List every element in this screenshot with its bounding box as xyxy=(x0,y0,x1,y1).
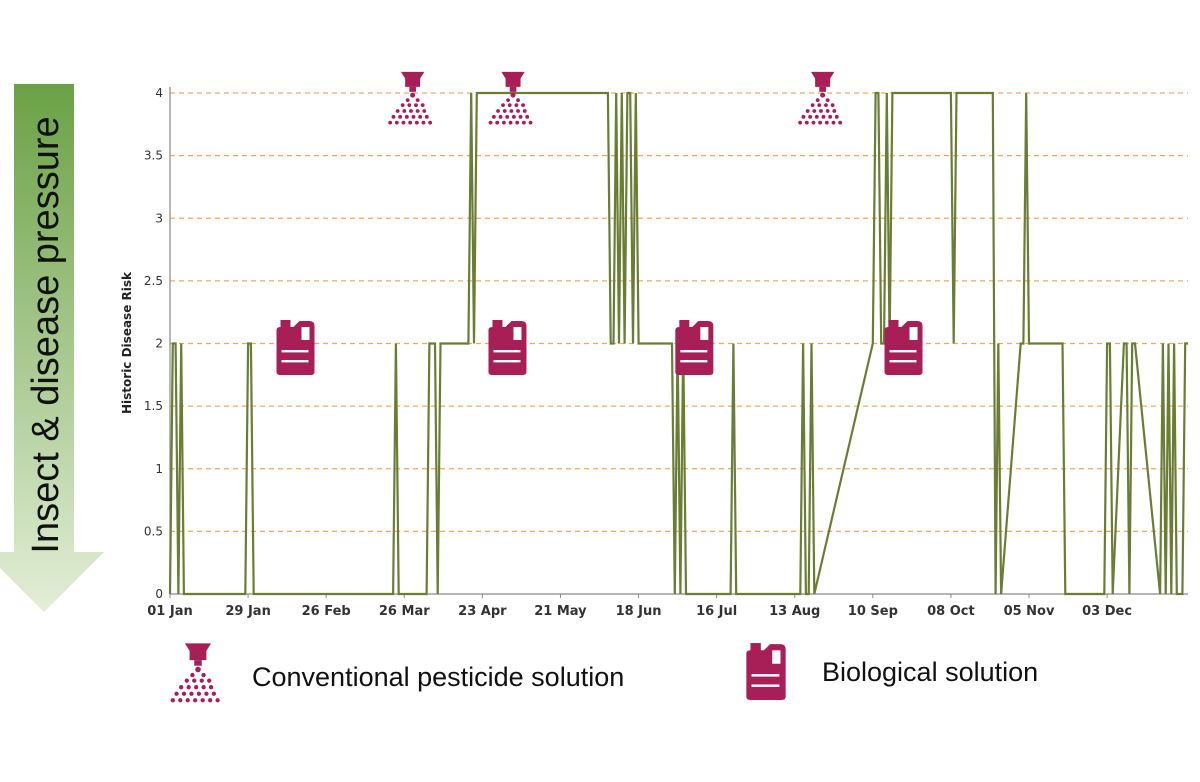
x-tick-label: 08 Oct xyxy=(927,604,975,619)
pressure-arrow: Insect & disease pressure xyxy=(0,84,104,612)
x-tick-label: 23 Apr xyxy=(458,604,507,619)
biological-treatment-marker xyxy=(488,320,527,375)
x-tick-label: 13 Aug xyxy=(769,604,820,619)
jerrycan-icon xyxy=(746,643,786,700)
x-tick-label: 03 Dec xyxy=(1082,604,1132,619)
legend-biological: Biological solution xyxy=(746,643,1038,700)
pressure-arrow-label: Insect & disease pressure xyxy=(25,116,67,553)
x-tick-label: 18 Jun xyxy=(616,604,662,619)
legend-biological-label: Biological solution xyxy=(822,657,1038,687)
conventional-treatment-marker xyxy=(488,71,533,125)
x-tick-labels: 01 Jan 29 Jan 26 Feb 26 Mar 23 Apr 21 May 18 J… xyxy=(147,604,1132,619)
y-tick-labels: 0 0.5 1 1.5 2 2.5 3 3.5 4 xyxy=(144,86,163,601)
x-tick-label: 29 Jan xyxy=(225,604,270,619)
y-tick-label: 0.5 xyxy=(144,524,163,538)
y-tick-label: 4 xyxy=(155,86,163,100)
legend-conventional: Conventional pesticide solution xyxy=(170,643,624,703)
y-tick-label: 3 xyxy=(155,211,163,225)
x-tick-label: 26 Mar xyxy=(379,604,430,619)
y-tick-label: 3.5 xyxy=(144,149,163,163)
conventional-treatment-marker xyxy=(798,71,843,125)
biological-treatment-marker xyxy=(675,320,714,375)
risk-series-line xyxy=(168,91,1188,596)
spray-nozzle-icon xyxy=(170,643,220,703)
conventional-treatment-marker xyxy=(388,71,433,125)
risk-chart: 0 0.5 1 1.5 2 2.5 3 3.5 4 01 Jan 29 Jan 26 Feb 26 M… xyxy=(120,71,1188,619)
treatment-markers xyxy=(276,71,923,375)
y-tick-label: 1.5 xyxy=(144,399,163,413)
legend-conventional-label: Conventional pesticide solution xyxy=(252,662,624,692)
x-tick-label: 01 Jan xyxy=(147,604,192,619)
x-tick-label: 05 Nov xyxy=(1004,604,1055,619)
x-tick-label: 21 May xyxy=(534,604,587,619)
biological-treatment-marker xyxy=(884,320,923,375)
y-tick-label: 0 xyxy=(155,587,163,601)
pressure-arrow-shape xyxy=(0,84,104,612)
y-tick-label: 2.5 xyxy=(144,274,163,288)
x-tick-label: 26 Feb xyxy=(302,604,351,619)
x-tick-label: 16 Jul xyxy=(696,604,737,619)
y-tick-label: 2 xyxy=(155,337,163,351)
biological-treatment-marker xyxy=(276,320,315,375)
y-axis-label: Historic Disease Risk xyxy=(120,271,134,414)
y-tick-label: 1 xyxy=(155,462,163,476)
legend: Conventional pesticide solution Biologic… xyxy=(170,643,1038,703)
x-tick-label: 10 Sep xyxy=(848,604,898,619)
